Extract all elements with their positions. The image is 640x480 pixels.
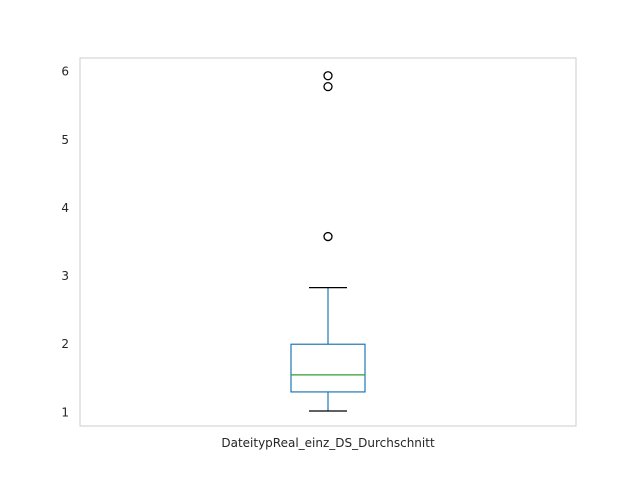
y-tick-label: 3 [61, 269, 69, 283]
y-tick-label: 2 [61, 337, 69, 351]
y-tick-label: 1 [61, 405, 69, 419]
y-tick-label: 4 [61, 201, 69, 215]
iqr-box [290, 343, 366, 393]
x-axis-labels: DateitypReal_einz_DS_Durchschnitt [221, 436, 435, 450]
y-axis-ticks: 1 2 3 4 5 6 [61, 65, 69, 420]
x-category-label: DateitypReal_einz_DS_Durchschnitt [221, 436, 435, 450]
outlier-point [323, 71, 333, 81]
outlier-point [323, 81, 333, 92]
outlier-point [323, 231, 333, 242]
plot-area [79, 57, 577, 427]
y-tick-label: 6 [61, 65, 69, 79]
y-tick-label: 5 [61, 133, 69, 147]
boxes-layer [290, 71, 366, 412]
